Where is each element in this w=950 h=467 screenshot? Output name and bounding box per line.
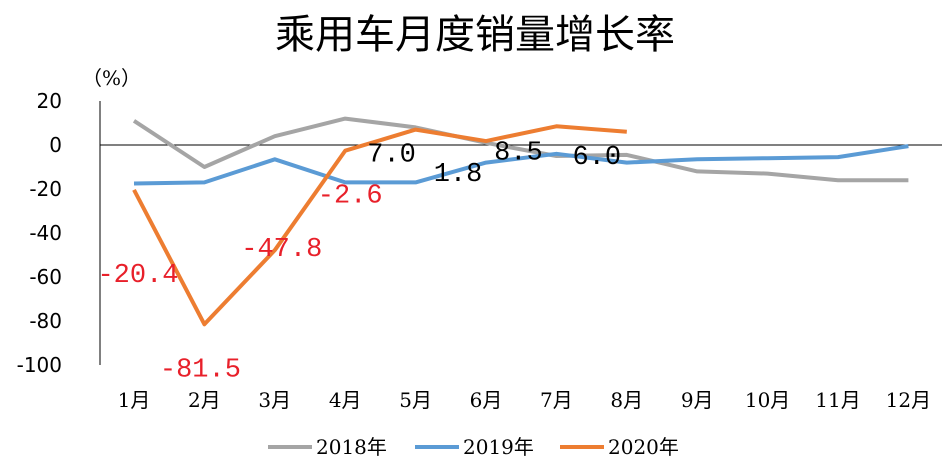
chart-title: 乘用车月度销量增长率 — [275, 12, 675, 58]
x-tick-label: 4月 — [329, 388, 362, 412]
x-tick-label: 7月 — [540, 388, 573, 412]
data-label: 1.8 — [434, 160, 483, 190]
data-label: -20.4 — [97, 261, 178, 291]
x-tick-label: 10月 — [745, 388, 790, 412]
legend-label: 2019年 — [463, 435, 534, 459]
data-label: -47.8 — [241, 235, 322, 265]
x-tick-label: 8月 — [610, 388, 643, 412]
data-label: 6.0 — [572, 143, 621, 173]
series-line-2019年 — [133, 144, 909, 186]
series-line-2020年 — [132, 124, 627, 327]
y-tick-label: 0 — [49, 133, 62, 157]
y-tick-label: -40 — [29, 221, 62, 245]
x-tick-label: 2月 — [188, 388, 221, 412]
x-tick-label: 5月 — [399, 388, 432, 412]
y-tick-label: -60 — [29, 265, 62, 289]
x-tick-label: 9月 — [681, 388, 714, 412]
x-tick-label: 1月 — [118, 388, 151, 412]
x-tick-label: 12月 — [886, 388, 931, 412]
data-label: -81.5 — [160, 355, 241, 385]
y-axis-unit-label: （%） — [82, 66, 142, 90]
x-tick-label: 6月 — [470, 388, 503, 412]
data-label: 7.0 — [367, 141, 416, 171]
data-label: -2.6 — [318, 182, 383, 212]
legend-label: 2018年 — [316, 435, 387, 459]
y-tick-label: 20 — [37, 89, 62, 113]
data-label: 8.5 — [494, 138, 543, 168]
x-tick-label: 3月 — [258, 388, 291, 412]
x-tick-label: 11月 — [815, 388, 860, 412]
legend-label: 2020年 — [608, 435, 679, 459]
y-tick-label: -20 — [29, 177, 62, 201]
y-tick-label: -100 — [17, 353, 62, 377]
y-tick-label: -80 — [29, 309, 62, 333]
series-line-2018年 — [132, 116, 909, 183]
